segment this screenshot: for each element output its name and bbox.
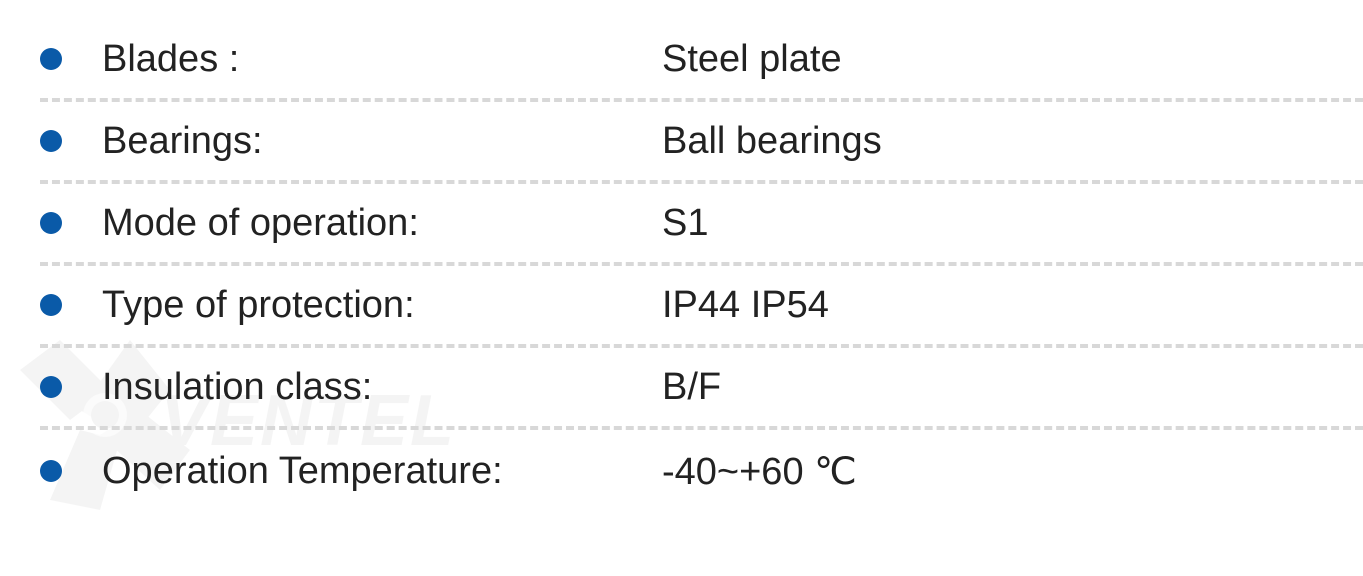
spec-row: Insulation class: B/F bbox=[40, 348, 1363, 430]
bullet-icon bbox=[40, 130, 62, 152]
spec-label: Operation Temperature: bbox=[102, 450, 662, 493]
bullet-icon bbox=[40, 212, 62, 234]
bullet-icon bbox=[40, 460, 62, 482]
spec-value: -40~+60 ℃ bbox=[662, 449, 857, 494]
spec-list: Blades : Steel plate Bearings: Ball bear… bbox=[0, 0, 1363, 512]
spec-row: Mode of operation: S1 bbox=[40, 184, 1363, 266]
spec-row: Bearings: Ball bearings bbox=[40, 102, 1363, 184]
spec-row: Type of protection: IP44 IP54 bbox=[40, 266, 1363, 348]
spec-label: Bearings: bbox=[102, 120, 662, 163]
spec-label: Insulation class: bbox=[102, 366, 662, 409]
bullet-icon bbox=[40, 294, 62, 316]
spec-label: Blades : bbox=[102, 38, 662, 81]
spec-value: Steel plate bbox=[662, 38, 842, 81]
spec-label: Mode of operation: bbox=[102, 202, 662, 245]
spec-row: Operation Temperature: -40~+60 ℃ bbox=[40, 430, 1363, 512]
bullet-icon bbox=[40, 376, 62, 398]
spec-value: IP44 IP54 bbox=[662, 284, 829, 327]
spec-label: Type of protection: bbox=[102, 284, 662, 327]
spec-value: B/F bbox=[662, 366, 721, 409]
spec-row: Blades : Steel plate bbox=[40, 20, 1363, 102]
spec-value: S1 bbox=[662, 202, 708, 245]
bullet-icon bbox=[40, 48, 62, 70]
spec-value: Ball bearings bbox=[662, 120, 882, 163]
